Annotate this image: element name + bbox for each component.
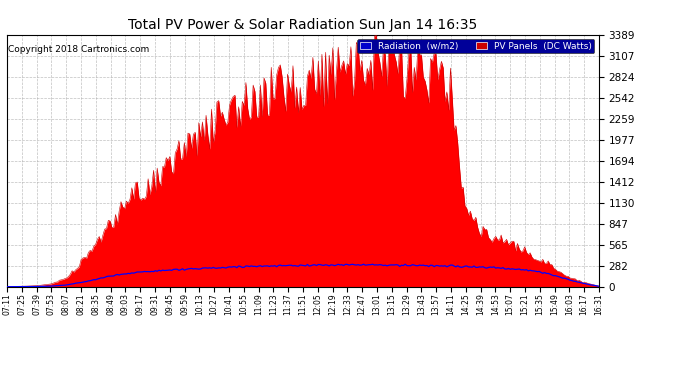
- Title: Total PV Power & Solar Radiation Sun Jan 14 16:35: Total PV Power & Solar Radiation Sun Jan…: [128, 18, 477, 32]
- Legend: Radiation  (w/m2), PV Panels  (DC Watts): Radiation (w/m2), PV Panels (DC Watts): [357, 39, 594, 53]
- Text: Copyright 2018 Cartronics.com: Copyright 2018 Cartronics.com: [8, 45, 149, 54]
